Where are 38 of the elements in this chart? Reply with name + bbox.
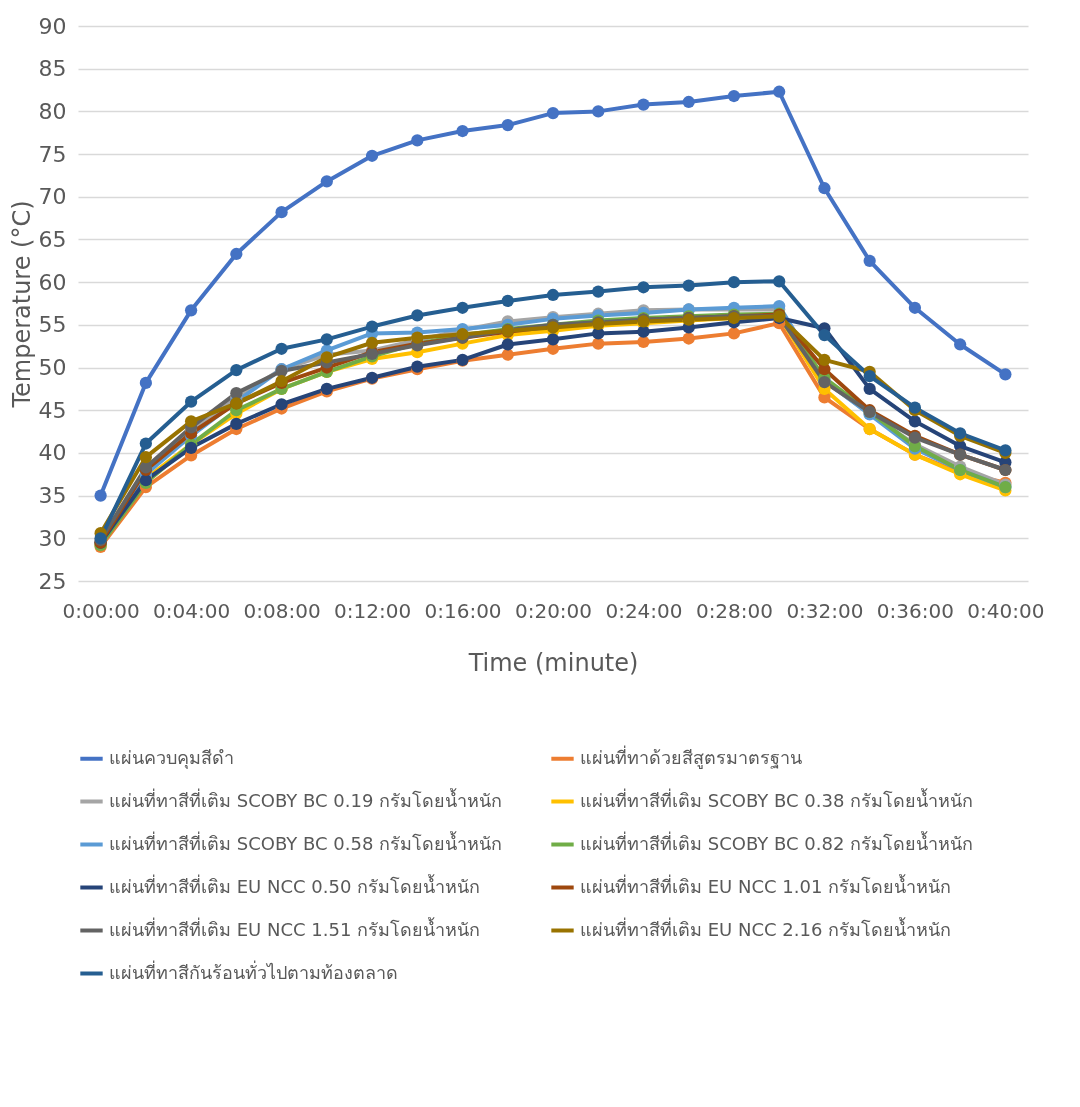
- y-tick-label: 25: [38, 568, 67, 594]
- legend-label: แผ่นที่ทาสีที่เติม EU NCC 2.16 กรัมโดยน้ำหนัก: [580, 916, 952, 940]
- x-tick-label: 0:28:00: [695, 598, 774, 623]
- legend-label: แผ่นที่ทาสีที่เติม EU NCC 1.51 กรัมโดยน้ำหนัก: [109, 916, 481, 940]
- y-tick-label: 45: [38, 397, 67, 423]
- y-tick-label: 40: [38, 440, 67, 466]
- legend-label: แผ่นควบคุมสีดำ: [109, 746, 234, 769]
- x-tick-label: 0:24:00: [605, 598, 683, 623]
- legend-label: แผ่นที่ทาด้วยสีสูตรมาตรฐาน: [580, 744, 802, 769]
- legend-label: แผ่นที่ทาสีที่เติม SCOBY BC 0.38 กรัมโดยน้ำหนัก: [580, 787, 974, 811]
- y-tick-label: 90: [38, 13, 67, 39]
- legend-label: แผ่นที่ทาสีที่เติม SCOBY BC 0.82 กรัมโดยน้ำหนัก: [580, 830, 974, 854]
- legend-label: แผ่นที่ทาสีที่เติม SCOBY BC 0.19 กรัมโดยน้ำหนัก: [109, 787, 503, 811]
- x-axis-title: Time (minute): [467, 648, 639, 677]
- x-tick-label: 0:08:00: [243, 598, 321, 623]
- y-tick-label: 65: [38, 226, 67, 252]
- y-tick-label: 55: [38, 312, 67, 338]
- y-tick-label: 30: [38, 525, 67, 551]
- x-tick-label: 0:12:00: [333, 598, 412, 623]
- x-tick-label: 0:04:00: [153, 598, 231, 623]
- legend-label: แผ่นที่ทาสีกันร้อนทั่วไปตามท้องตลาด: [109, 959, 398, 983]
- legend-label: แผ่นที่ทาสีที่เติม EU NCC 1.01 กรัมโดยน้ำหนัก: [580, 873, 952, 897]
- y-tick-label: 80: [38, 98, 67, 124]
- x-tick-label: 0:36:00: [876, 598, 954, 623]
- x-tick-label: 0:32:00: [786, 598, 864, 623]
- y-tick-label: 75: [38, 141, 67, 167]
- y-tick-label: 35: [38, 483, 67, 509]
- legend-label: แผ่นที่ทาสีที่เติม EU NCC 0.50 กรัมโดยน้ำหนัก: [109, 873, 481, 897]
- y-tick-label: 70: [38, 184, 67, 210]
- x-tick-label: 0:20:00: [514, 598, 593, 623]
- y-tick-label: 50: [38, 355, 67, 381]
- y-axis-title: Temperature (°C): [7, 200, 36, 409]
- y-tick-label: 60: [38, 269, 67, 295]
- legend-label: แผ่นที่ทาสีที่เติม SCOBY BC 0.58 กรัมโดยน้ำหนัก: [109, 830, 503, 854]
- x-tick-label: 0:00:00: [62, 598, 140, 623]
- x-tick-label: 0:16:00: [424, 598, 502, 623]
- x-tick-label: 0:40:00: [967, 598, 1045, 623]
- y-tick-label: 85: [38, 56, 67, 82]
